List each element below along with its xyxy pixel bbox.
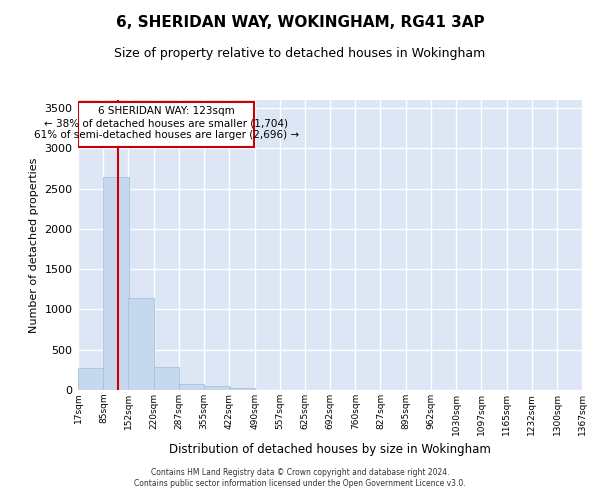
Bar <box>128 298 154 390</box>
X-axis label: Distribution of detached houses by size in Wokingham: Distribution of detached houses by size … <box>169 443 491 456</box>
Bar <box>179 384 204 390</box>
Text: ← 38% of detached houses are smaller (1,704): ← 38% of detached houses are smaller (1,… <box>44 118 288 128</box>
Text: 6, SHERIDAN WAY, WOKINGHAM, RG41 3AP: 6, SHERIDAN WAY, WOKINGHAM, RG41 3AP <box>116 15 484 30</box>
Bar <box>78 368 103 390</box>
Text: Size of property relative to detached houses in Wokingham: Size of property relative to detached ho… <box>115 48 485 60</box>
Text: 61% of semi-detached houses are larger (2,696) →: 61% of semi-detached houses are larger (… <box>34 130 299 140</box>
FancyBboxPatch shape <box>78 102 254 146</box>
Bar <box>103 178 129 390</box>
Bar <box>154 368 179 390</box>
Y-axis label: Number of detached properties: Number of detached properties <box>29 158 39 332</box>
Bar <box>204 386 230 390</box>
Text: Contains HM Land Registry data © Crown copyright and database right 2024.
Contai: Contains HM Land Registry data © Crown c… <box>134 468 466 487</box>
Text: 6 SHERIDAN WAY: 123sqm: 6 SHERIDAN WAY: 123sqm <box>98 106 235 117</box>
Bar <box>229 388 254 390</box>
